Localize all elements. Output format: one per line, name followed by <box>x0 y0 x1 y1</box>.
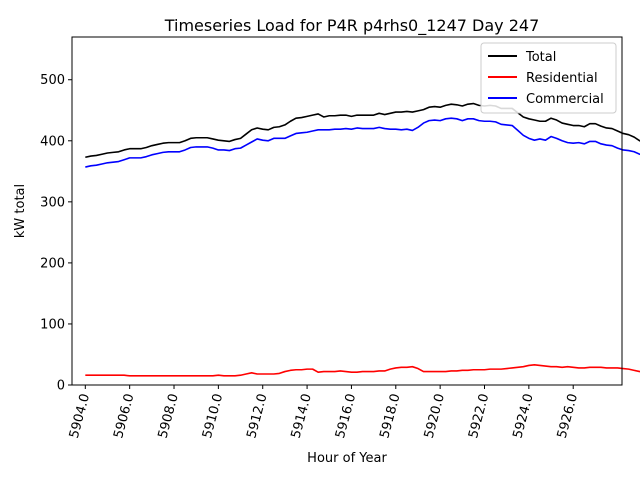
legend-box <box>480 42 617 114</box>
legend: Total Residential Commercial <box>480 42 617 114</box>
legend-label-residential: Residential <box>526 71 598 86</box>
series-line-total <box>85 102 640 159</box>
legend-label-total: Total <box>525 50 556 65</box>
y-axis: 0 100 200 300 400 500 <box>40 73 72 394</box>
series-line-commercial <box>85 117 640 168</box>
series-line-residential <box>85 364 640 377</box>
y-tick-label: 400 <box>40 134 65 149</box>
y-axis-label: kW total <box>13 184 28 238</box>
y-tick-label: 200 <box>40 256 65 271</box>
y-tick-label: 0 <box>57 379 65 394</box>
y-tick-label: 100 <box>40 317 65 332</box>
y-tick-label: 500 <box>40 73 65 88</box>
x-axis-label: Hour of Year <box>307 451 387 466</box>
chart-title: Timeseries Load for P4R p4rhs0_1247 Day … <box>164 16 540 36</box>
legend-label-commercial: Commercial <box>526 92 604 107</box>
y-tick-label: 300 <box>40 195 65 210</box>
plot-area <box>85 102 640 377</box>
plot-frame <box>71 36 623 386</box>
